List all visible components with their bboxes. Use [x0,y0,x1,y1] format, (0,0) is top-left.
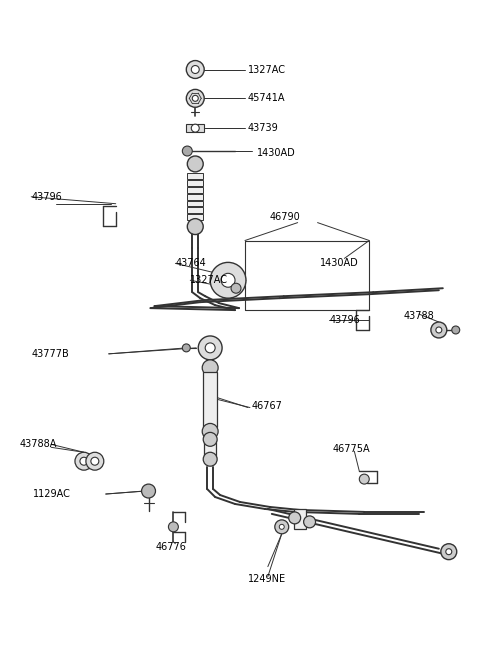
Bar [294,509,306,529]
Bar [204,440,216,459]
Circle shape [182,146,192,156]
Circle shape [192,124,199,132]
Circle shape [210,263,246,298]
Text: 1129AC: 1129AC [33,489,71,499]
Circle shape [203,432,217,446]
Circle shape [279,525,284,529]
Bar [187,200,203,206]
Text: 46790: 46790 [270,212,300,221]
Text: 46767: 46767 [252,401,283,411]
Circle shape [275,520,288,534]
Bar [203,372,217,427]
Circle shape [198,336,222,360]
Circle shape [203,452,217,466]
Text: 45741A: 45741A [248,93,286,103]
Bar [187,214,203,220]
Bar [187,174,203,179]
Circle shape [168,522,179,532]
Text: 1430AD: 1430AD [320,258,358,269]
Circle shape [182,344,190,352]
Bar [187,180,203,186]
Circle shape [192,66,199,73]
Circle shape [304,516,315,528]
Circle shape [452,326,460,334]
Text: 1249NE: 1249NE [248,574,286,584]
Circle shape [142,484,156,498]
Circle shape [86,452,104,470]
Text: 1430AD: 1430AD [257,148,296,158]
Circle shape [186,60,204,79]
Text: 43796: 43796 [329,315,360,325]
Bar [186,124,204,132]
Circle shape [360,474,369,484]
Text: 43796: 43796 [31,192,62,202]
Circle shape [192,96,198,102]
Bar [187,208,203,214]
Circle shape [202,423,218,440]
Text: 1327AC: 1327AC [190,275,228,286]
Text: 43788A: 43788A [19,440,57,449]
Circle shape [186,89,204,107]
Text: 46776: 46776 [156,542,186,552]
Circle shape [288,512,300,524]
Text: 43739: 43739 [248,123,279,133]
Circle shape [431,322,447,338]
Circle shape [231,283,241,293]
Circle shape [436,327,442,333]
Bar [187,187,203,193]
Text: 1327AC: 1327AC [248,64,286,75]
Circle shape [75,452,93,470]
Text: 43788: 43788 [404,311,435,321]
Circle shape [205,343,215,353]
Text: 43777B: 43777B [31,349,69,359]
Circle shape [441,544,457,559]
Circle shape [202,360,218,376]
Circle shape [446,549,452,555]
Bar [187,194,203,200]
Circle shape [187,219,203,234]
Circle shape [187,156,203,172]
Circle shape [91,457,99,465]
Circle shape [80,457,88,465]
Text: 46775A: 46775A [333,444,370,455]
Text: 43764: 43764 [175,258,206,269]
Circle shape [221,273,235,288]
